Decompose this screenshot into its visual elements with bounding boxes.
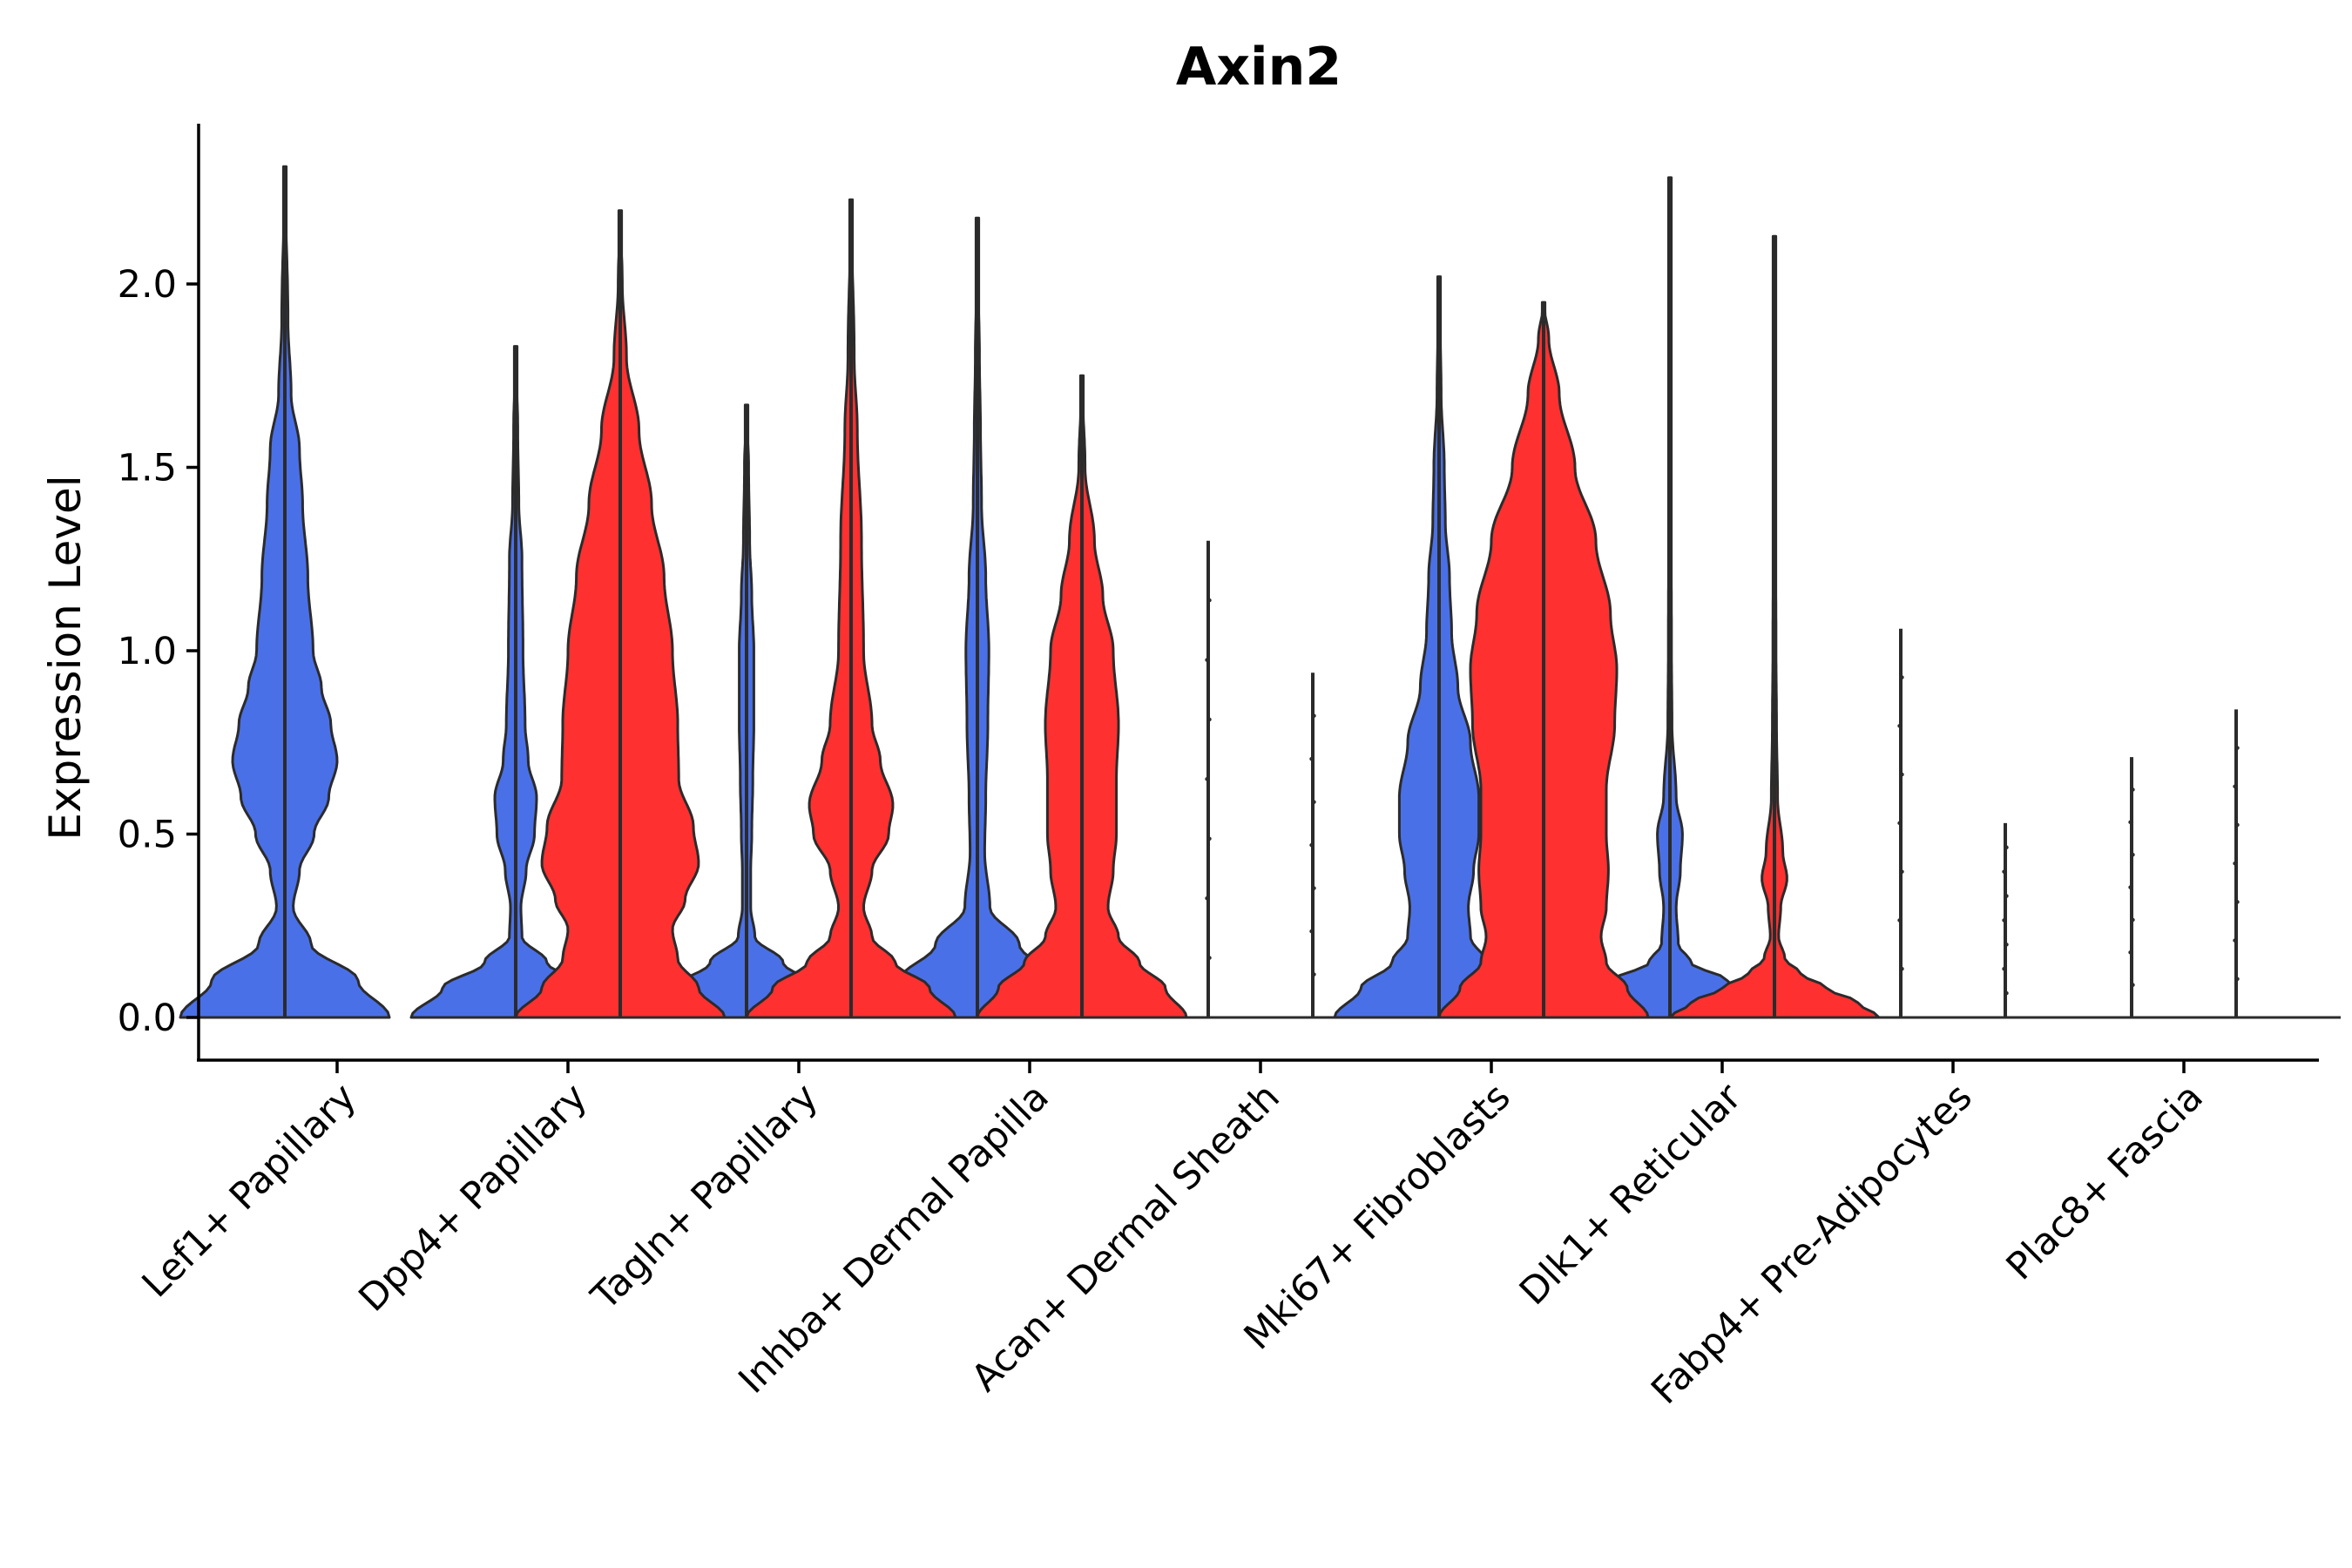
jitter-point [1312, 713, 1316, 718]
jitter-point [2131, 852, 2135, 857]
jitter-point [2235, 746, 2240, 750]
jitter-point [2235, 822, 2240, 828]
jitter-point [1205, 896, 1209, 901]
jitter-point [1205, 777, 1209, 781]
plot-area [179, 165, 2341, 1019]
jitter-point [2004, 845, 2009, 849]
jitter-point [2004, 943, 2009, 947]
jitter-point [2004, 990, 2009, 996]
jitter-point [1312, 972, 1316, 977]
jitter-point [1309, 929, 1314, 934]
jitter-point [1309, 756, 1314, 761]
y-ticks: 0.0 0.5 1.0 1.5 2.0 [118, 263, 199, 1040]
y-tick-label: 1.5 [118, 447, 177, 490]
jitter-point [1900, 869, 1904, 874]
x-tick-label: Dpp4+ Papillary [351, 1075, 596, 1320]
x-tick-label: Dlk1+ Reticular [1511, 1075, 1750, 1314]
chart-title: Axin2 [1176, 37, 1342, 98]
jitter-point [1900, 675, 1904, 679]
y-axis-label: Expression Level [40, 475, 91, 840]
jitter-point [2004, 894, 2009, 898]
y-tick-label: 0.0 [118, 997, 177, 1040]
jitter-point [1897, 821, 1902, 826]
x-tick-label: Lef1+ Papillary [134, 1075, 365, 1306]
jitter-point [2128, 820, 2132, 825]
y-tick-label: 0.5 [118, 814, 177, 857]
jitter-point [1207, 598, 1212, 603]
x-tick-label: Plac8+ Fascia [1998, 1075, 2212, 1288]
jitter-point [1897, 724, 1902, 728]
jitter-point [1312, 886, 1316, 890]
jitter-point [1207, 956, 1212, 960]
jitter-point [1900, 967, 1904, 971]
jitter-point [2233, 784, 2237, 788]
jitter-point [1207, 717, 1212, 722]
jitter-point [1207, 836, 1212, 841]
jitter-point [1900, 772, 1904, 777]
jitter-point [2131, 917, 2135, 923]
x-tick-label: Mki67+ Fibroblasts [1236, 1075, 1519, 1358]
x-tick-label: Tagln+ Papillary [583, 1075, 827, 1319]
jitter-point [2131, 983, 2135, 987]
jitter-point [2002, 967, 2006, 971]
jitter-point [2128, 950, 2132, 955]
jitter-point [1897, 918, 1902, 923]
jitter-point [2002, 918, 2006, 923]
y-tick-label: 2.0 [118, 263, 177, 307]
jitter-point [2233, 861, 2237, 866]
jitter-point [2235, 977, 2240, 981]
axes [197, 124, 2319, 1062]
jitter-point [2233, 938, 2237, 943]
y-tick-label: 1.0 [118, 630, 177, 673]
jitter-point [2235, 900, 2240, 904]
jitter-point [1205, 658, 1209, 662]
jitter-point [2131, 787, 2135, 792]
jitter-point [2002, 869, 2006, 874]
jitter-point [1309, 842, 1314, 848]
jitter-point [2128, 885, 2132, 889]
jitter-point [1312, 800, 1316, 804]
